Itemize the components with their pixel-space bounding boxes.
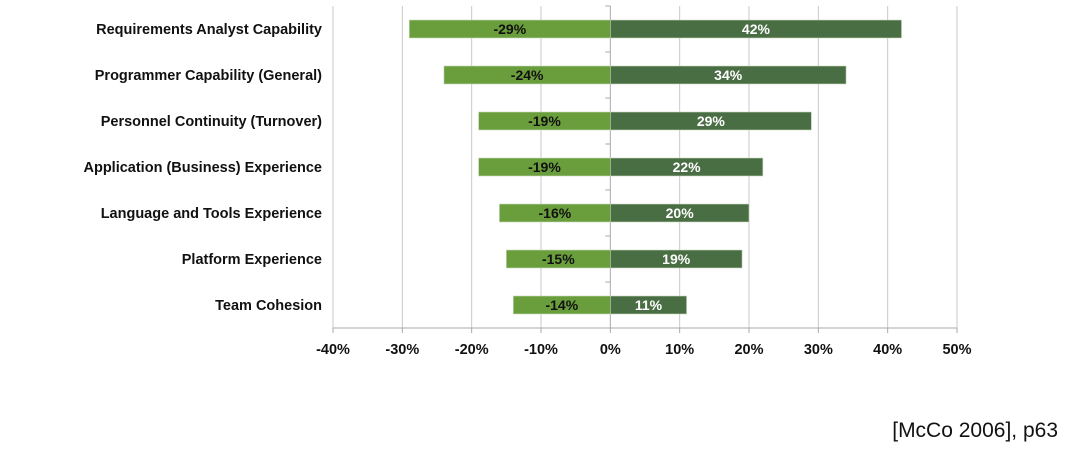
category-label: Application (Business) Experience: [83, 160, 322, 176]
bar: [610, 19, 902, 39]
category-label: Programmer Capability (General): [95, 68, 322, 84]
x-tick-label: 50%: [942, 342, 971, 358]
data-label: 29%: [697, 113, 726, 129]
data-label: -19%: [528, 113, 561, 129]
x-tick-label: -10%: [524, 342, 558, 358]
data-label: -24%: [511, 67, 544, 83]
data-label: 34%: [714, 67, 743, 83]
bar: [610, 249, 743, 269]
data-label: -29%: [493, 21, 526, 37]
category-label: Platform Experience: [182, 252, 322, 268]
x-tick-label: 30%: [804, 342, 833, 358]
bar: [610, 157, 764, 177]
x-tick-label: 0%: [600, 342, 621, 358]
bar: [610, 111, 812, 131]
data-label: -16%: [539, 205, 572, 221]
bar: [610, 203, 750, 223]
x-tick-label: 20%: [734, 342, 763, 358]
category-label: Personnel Continuity (Turnover): [101, 114, 322, 130]
data-label: 19%: [662, 251, 691, 267]
bar: [610, 295, 687, 315]
data-label: 42%: [742, 21, 771, 37]
category-label: Team Cohesion: [215, 298, 322, 314]
x-tick-label: -30%: [385, 342, 419, 358]
data-label: -15%: [542, 251, 575, 267]
x-tick-label: -40%: [316, 342, 350, 358]
tornado-chart: -40% -30% -20% -10% 0% 10% 20% 30% 40% 50% Require…: [83, 5, 972, 358]
x-tick-label: -20%: [455, 342, 489, 358]
data-label: -14%: [545, 297, 578, 313]
citation: [McCo 2006], p63: [892, 419, 1058, 442]
x-tick-label: 10%: [665, 342, 694, 358]
data-label: 11%: [635, 297, 663, 313]
x-tick-label: 40%: [873, 342, 902, 358]
data-label: 22%: [673, 159, 702, 175]
data-label: 20%: [666, 205, 695, 221]
data-label: -19%: [528, 159, 561, 175]
category-label: Requirements Analyst Capability: [96, 22, 322, 38]
bar: [610, 65, 847, 85]
category-label: Language and Tools Experience: [101, 206, 322, 222]
